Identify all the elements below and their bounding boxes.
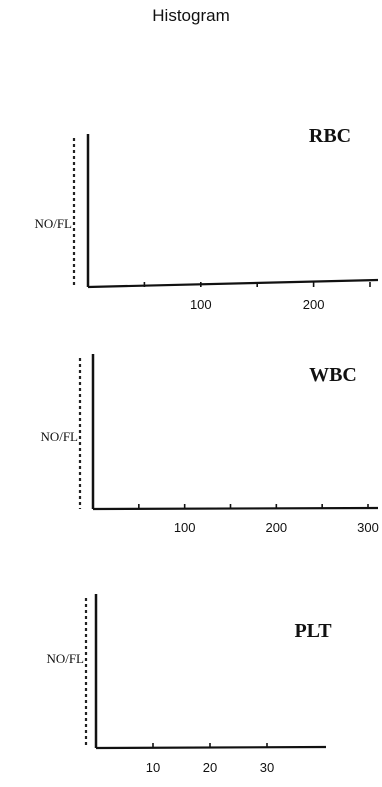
x-axis [95, 745, 327, 750]
y-axis-label: NO/FL [34, 216, 72, 231]
panel-title: RBC [309, 125, 351, 147]
x-tick-label: 100 [190, 297, 212, 312]
panel-title: WBC [309, 364, 357, 386]
x-tick-label: 100 [174, 520, 196, 535]
x-tick-label: 10 [146, 760, 160, 775]
x-tick-label: 200 [303, 297, 325, 312]
x-tick-label: 200 [265, 520, 287, 535]
y-axis-label: NO/FL [46, 651, 84, 666]
y-axis-label: NO/FL [40, 429, 78, 444]
page-title: Histogram [152, 6, 230, 25]
x-tick-label: 300 [357, 520, 379, 535]
x-axis [92, 506, 379, 511]
x-tick-label: 30 [260, 760, 274, 775]
x-axis [87, 278, 379, 289]
x-tick-label: 20 [203, 760, 217, 775]
panel-title: PLT [294, 620, 332, 642]
